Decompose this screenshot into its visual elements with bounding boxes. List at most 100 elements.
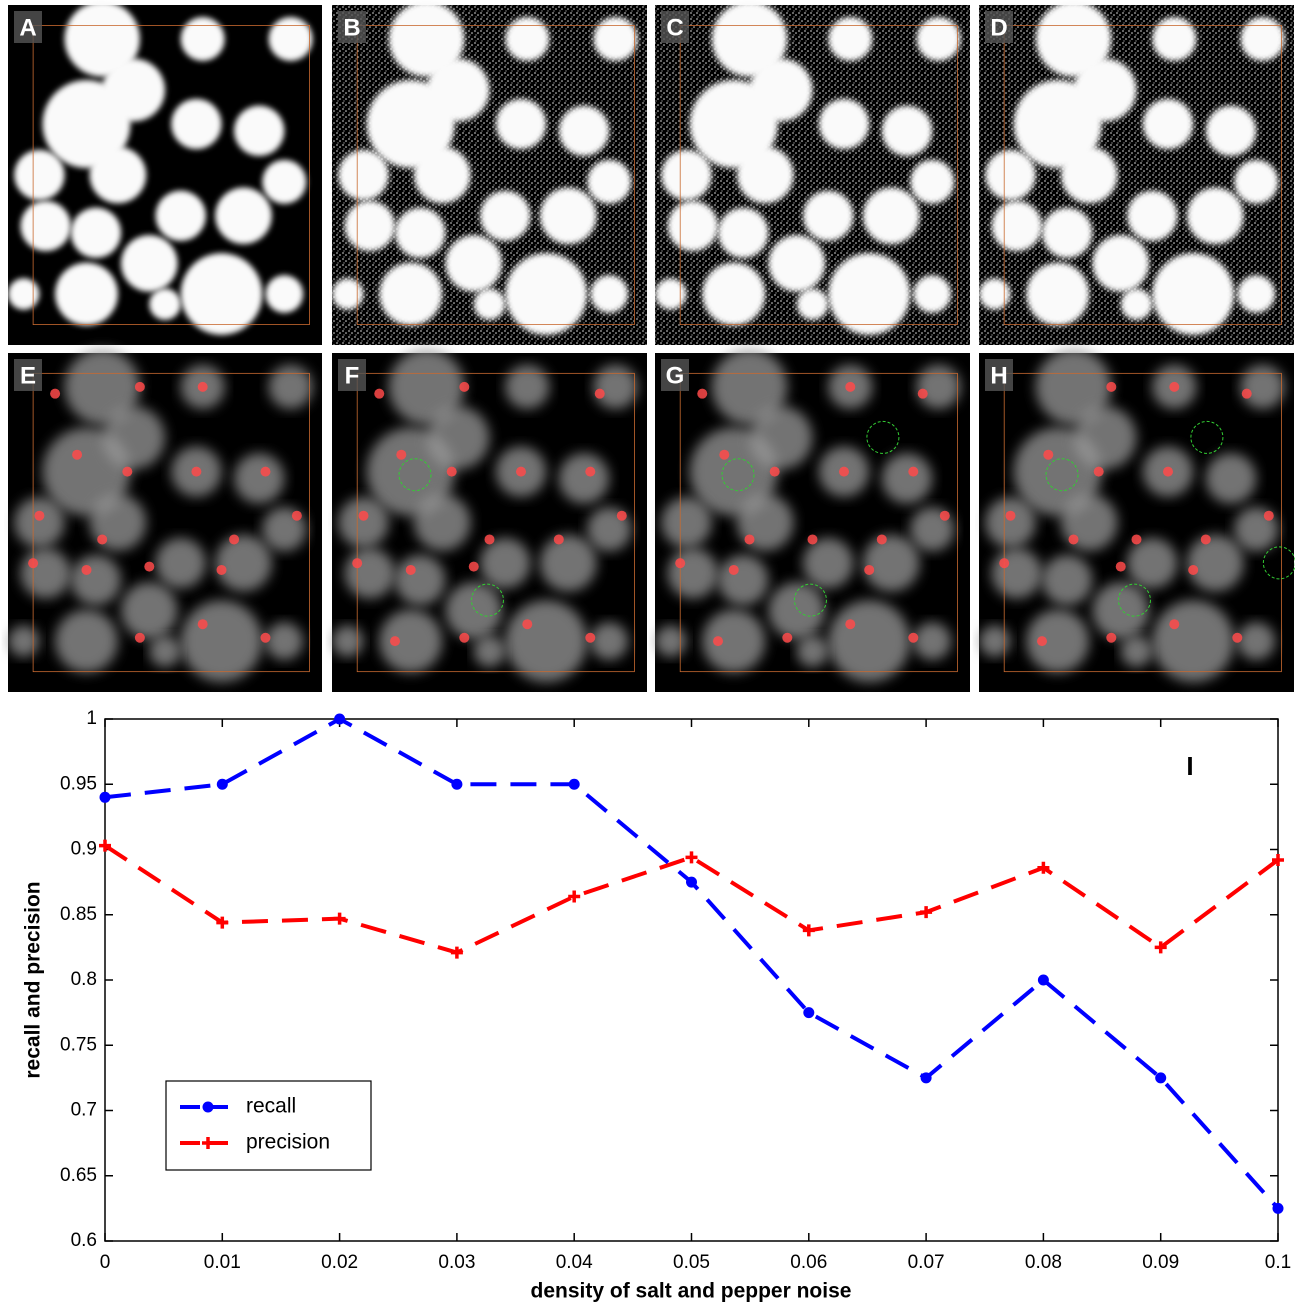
blob <box>215 534 272 592</box>
panel-label: F <box>345 362 360 389</box>
legend-marker <box>202 1101 214 1113</box>
bounding-box <box>32 24 310 326</box>
blob <box>711 349 788 425</box>
blob <box>985 149 1036 201</box>
blob <box>332 625 364 657</box>
point <box>920 1072 932 1084</box>
blob <box>1092 582 1150 639</box>
point <box>1155 1072 1167 1084</box>
series-line <box>103 843 1280 955</box>
blob <box>480 190 531 241</box>
blob <box>426 58 490 122</box>
detected-center <box>728 564 739 575</box>
point <box>216 916 229 929</box>
blob <box>149 288 181 320</box>
blob <box>1060 494 1118 551</box>
panel-label: E <box>20 362 36 389</box>
image-panels: A B C D E F G H <box>8 1 1295 692</box>
detected-center <box>939 510 950 521</box>
blob <box>344 548 395 599</box>
y-axis-label: recall and precision <box>22 881 45 1078</box>
detected-center <box>1037 636 1047 647</box>
point <box>1154 941 1167 954</box>
blob <box>913 622 952 661</box>
blob <box>702 262 766 326</box>
x-tick-label: 0.07 <box>908 1252 945 1273</box>
blob <box>20 200 71 252</box>
blob <box>149 635 181 668</box>
x-tick-label: 0.03 <box>438 1252 475 1273</box>
blob <box>736 494 794 551</box>
blob <box>234 453 285 504</box>
blob <box>338 497 389 548</box>
x-tick-label: 0.09 <box>1142 1252 1179 1273</box>
blob <box>796 635 829 668</box>
detected-center <box>1093 466 1104 477</box>
blob <box>180 17 225 61</box>
blob <box>234 105 285 156</box>
blob <box>121 235 178 292</box>
point <box>685 851 698 864</box>
blob <box>505 16 550 62</box>
bounding-box <box>679 372 958 673</box>
legend-box <box>165 1080 372 1171</box>
blob <box>590 622 629 661</box>
y-tick-label: 0.85 <box>60 904 97 925</box>
detected-center <box>594 388 605 399</box>
detected-center <box>374 388 385 399</box>
blob <box>667 200 718 252</box>
blob <box>590 275 629 313</box>
blob <box>379 262 443 326</box>
blob <box>102 58 165 122</box>
blob <box>388 349 465 425</box>
blob <box>593 364 638 409</box>
x-tick-label: 0.08 <box>1025 1252 1062 1273</box>
detected-center <box>1169 619 1180 630</box>
panel-label: H <box>990 362 1007 389</box>
detected-center <box>468 561 479 572</box>
detected-center <box>744 534 755 545</box>
y-tick-label: 0.7 <box>71 1100 97 1121</box>
detected-center <box>1068 534 1079 545</box>
detected-center <box>1106 632 1117 643</box>
blob <box>1035 1 1112 77</box>
blob <box>1152 600 1235 683</box>
blob <box>1092 235 1150 292</box>
image-panel: D <box>979 1 1294 345</box>
blob <box>379 609 443 673</box>
blob <box>881 105 933 156</box>
blob <box>20 548 71 599</box>
blob <box>539 187 597 245</box>
missed-marker <box>398 458 432 492</box>
blob <box>1127 190 1178 241</box>
bounding-box <box>356 24 635 326</box>
blob <box>1120 288 1153 320</box>
panel-label: I <box>1186 751 1193 781</box>
blob <box>1186 534 1244 592</box>
blob <box>1240 16 1285 62</box>
point <box>568 778 580 790</box>
blob <box>395 207 446 258</box>
blob <box>661 497 712 548</box>
blob <box>1127 537 1178 589</box>
image-panel: C <box>655 1 970 345</box>
label-bg <box>985 11 1013 43</box>
blob <box>828 253 911 335</box>
detected-center <box>484 534 495 545</box>
blob <box>64 349 140 425</box>
detected-center <box>216 564 227 575</box>
detected-center <box>358 510 369 521</box>
blob <box>913 275 952 313</box>
detected-center <box>197 619 208 630</box>
x-axis-label: density of salt and pepper noise <box>531 1280 852 1303</box>
detected-center <box>1232 632 1243 643</box>
blob <box>55 609 118 673</box>
x-tick-label: 0 <box>100 1252 111 1273</box>
x-tick-label: 0.06 <box>790 1252 827 1273</box>
blob <box>1120 635 1153 668</box>
blob <box>480 537 531 589</box>
detected-center <box>585 632 596 643</box>
detected-center <box>999 558 1010 569</box>
blob <box>749 406 813 470</box>
panel-label: G <box>666 362 685 389</box>
